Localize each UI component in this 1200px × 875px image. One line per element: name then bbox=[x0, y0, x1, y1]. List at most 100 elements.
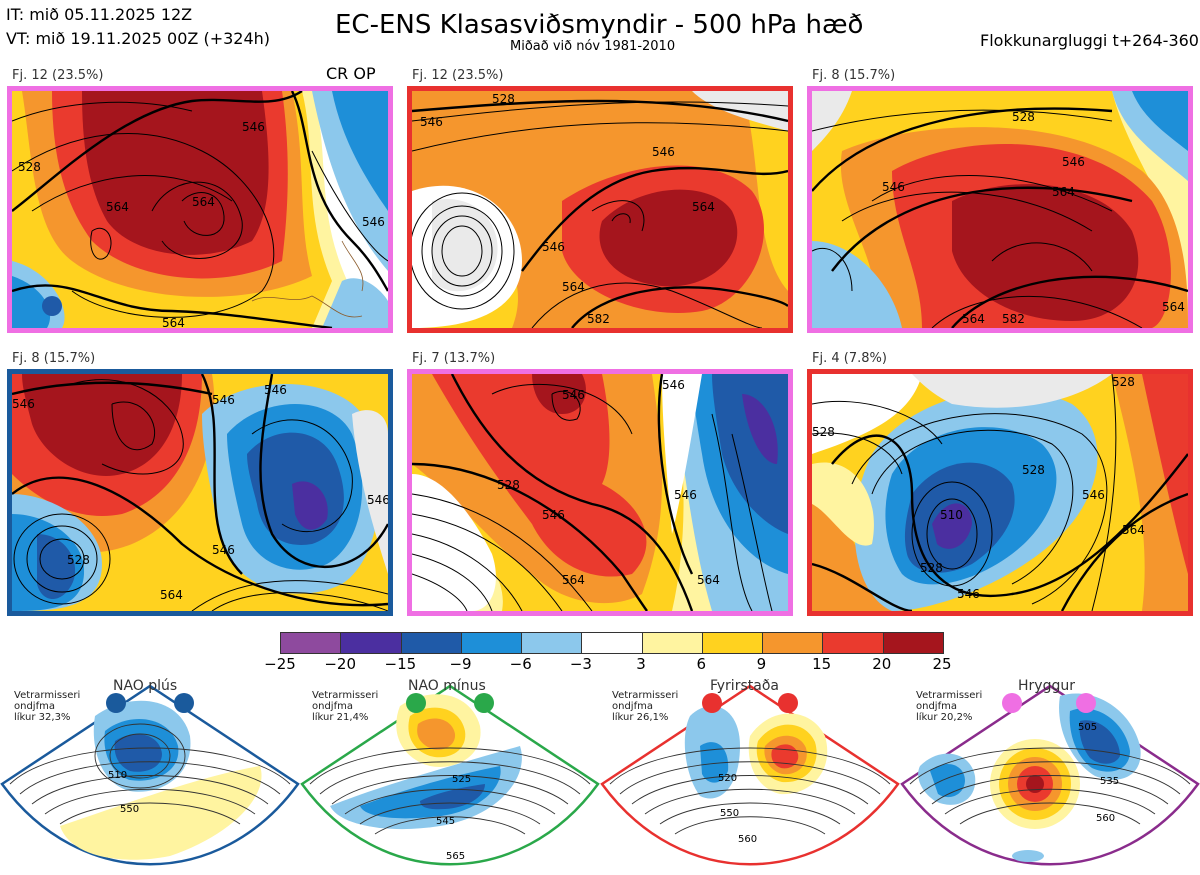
contour-label: 528 bbox=[67, 553, 90, 567]
cluster-map-1: 528 546 564 564 546 564 bbox=[7, 86, 393, 333]
regime-title-ridge: Hryggur bbox=[1018, 678, 1075, 694]
colorbar-tick: −20 bbox=[324, 655, 356, 673]
regime-months: ondjfma bbox=[612, 701, 653, 712]
regime-contour: 505 bbox=[1078, 722, 1097, 733]
contour-label: 528 bbox=[18, 160, 41, 174]
colorbar-tick: 3 bbox=[636, 655, 646, 673]
contour-label: 564 bbox=[160, 588, 183, 602]
contour-label: 528 bbox=[497, 478, 520, 492]
regime-map-blocking: Fyrirstaða Vetrarmisseri ondjfma líkur 2… bbox=[600, 678, 900, 866]
contour-label: 546 bbox=[212, 543, 235, 557]
regime-contour: 565 bbox=[446, 851, 465, 862]
contour-label: 546 bbox=[242, 120, 265, 134]
cluster-map-6: 528 528 510 528 546 546 564 528 bbox=[807, 369, 1193, 616]
contour-label: 564 bbox=[1122, 523, 1145, 537]
contour-label: 564 bbox=[562, 280, 585, 294]
colorbar-bin bbox=[281, 633, 342, 653]
contour-label: 546 bbox=[1082, 488, 1105, 502]
regime-contour: 560 bbox=[1096, 813, 1115, 824]
colorbar-bin bbox=[461, 633, 523, 653]
regime-contour: 510 bbox=[108, 770, 127, 781]
colorbar-tick: −25 bbox=[264, 655, 296, 673]
contour-label: 546 bbox=[12, 397, 35, 411]
contour-label: 546 bbox=[212, 393, 235, 407]
contour-label: 546 bbox=[957, 587, 980, 601]
contour-label: 564 bbox=[962, 312, 985, 326]
contour-label: 546 bbox=[367, 493, 388, 507]
contour-label: 528 bbox=[812, 425, 835, 439]
regime-probability: líkur 21,4% bbox=[312, 711, 368, 723]
contour-label: 546 bbox=[420, 115, 443, 129]
regime-contour: 550 bbox=[720, 808, 739, 819]
colorbar-bin bbox=[341, 633, 402, 653]
contour-label: 528 bbox=[1012, 110, 1035, 124]
contour-label: 582 bbox=[1002, 312, 1025, 326]
contour-label: 528 bbox=[1022, 463, 1045, 477]
colorbar-tick: −9 bbox=[449, 655, 472, 673]
valid-time: VT: mið 19.11.2025 00Z (+324h) bbox=[6, 29, 271, 48]
contour-label: 528 bbox=[1112, 375, 1135, 389]
cluster-map-3: 528 546 564 546 582 564 564 bbox=[807, 86, 1193, 333]
contour-label: 546 bbox=[674, 488, 697, 502]
colorbar-bin bbox=[642, 633, 703, 653]
contour-label: 546 bbox=[362, 215, 385, 229]
regime-months: ondjfma bbox=[312, 701, 353, 712]
regime-contour: 550 bbox=[120, 804, 139, 815]
page-title: EC-ENS Klasasviðsmyndir - 500 hPa hæð bbox=[335, 10, 864, 40]
regime-title-blocking: Fyrirstaða bbox=[710, 678, 779, 694]
regime-title-nao-minus: NAO mínus bbox=[408, 678, 486, 694]
contour-label: 564 bbox=[562, 573, 585, 587]
contour-label: 528 bbox=[920, 561, 943, 575]
colorbar-tick: 25 bbox=[932, 655, 952, 673]
cluster-map-4: 546 546 546 546 546 564 528 bbox=[7, 369, 393, 616]
regime-probability: líkur 26,1% bbox=[612, 711, 668, 723]
regime-probability: líkur 32,3% bbox=[14, 711, 70, 723]
contour-label: 546 bbox=[542, 508, 565, 522]
regime-season: Vetrarmisseri bbox=[916, 690, 982, 701]
colorbar-tick: 6 bbox=[696, 655, 707, 673]
contour-label: 546 bbox=[662, 378, 685, 392]
contour-label: 564 bbox=[692, 200, 715, 214]
colorbar-tick: −3 bbox=[569, 655, 592, 673]
contour-label: 564 bbox=[1162, 300, 1185, 314]
panel-label-4: Fj. 8 (15.7%) bbox=[12, 351, 96, 366]
regime-months: ondjfma bbox=[916, 701, 957, 712]
regime-contour: 525 bbox=[452, 774, 471, 785]
regime-contour: 560 bbox=[738, 834, 757, 845]
contour-label: 564 bbox=[106, 200, 129, 214]
colorbar-bin bbox=[522, 633, 583, 653]
contour-label: 546 bbox=[264, 383, 287, 397]
colorbar-bin bbox=[582, 633, 643, 653]
page-subtitle: Miðað við nóv 1981-2010 bbox=[510, 39, 676, 54]
panel-label-3: Fj. 8 (15.7%) bbox=[812, 68, 896, 83]
crop-label: CR OP bbox=[326, 64, 376, 83]
colorbar-tick: 20 bbox=[872, 655, 892, 673]
regime-title-nao-plus: NAO plús bbox=[113, 678, 177, 694]
regime-season: Vetrarmisseri bbox=[312, 690, 378, 701]
regime-map-ridge: Hryggur Vetrarmisseri ondjfma líkur 20,2… bbox=[900, 678, 1200, 866]
panel-label-2: Fj. 12 (23.5%) bbox=[412, 68, 504, 83]
colorbar-tick: −15 bbox=[384, 655, 417, 673]
regime-contour: 545 bbox=[436, 816, 455, 827]
regime-contour: 520 bbox=[718, 773, 737, 784]
contour-label: 546 bbox=[562, 388, 585, 402]
contour-label: 564 bbox=[162, 316, 185, 328]
contour-label: 546 bbox=[1062, 155, 1085, 169]
regime-months: ondjfma bbox=[14, 701, 55, 712]
colorbar-bin bbox=[763, 633, 824, 653]
contour-label: 564 bbox=[192, 195, 215, 209]
contour-label: 528 bbox=[492, 92, 515, 106]
panel-label-5: Fj. 7 (13.7%) bbox=[412, 351, 496, 366]
contour-label: 564 bbox=[697, 573, 720, 587]
panel-label-6: Fj. 4 (7.8%) bbox=[812, 351, 887, 366]
regime-map-nao-plus: NAO plús Vetrarmisseri ondjfma líkur 32,… bbox=[0, 678, 300, 866]
cluster-map-5: 546 546 528 546 564 564 546 bbox=[407, 369, 793, 616]
cluster-map-2: 528 546 546 564 564 582 546 bbox=[407, 86, 793, 333]
colorbar bbox=[280, 632, 944, 654]
contour-label: 582 bbox=[587, 312, 610, 326]
classification-window: Flokkunargluggi t+264-360 bbox=[980, 31, 1199, 50]
contour-label: 546 bbox=[882, 180, 905, 194]
regime-map-nao-minus: NAO mínus Vetrarmisseri ondjfma líkur 21… bbox=[300, 678, 600, 866]
regime-contour: 535 bbox=[1100, 776, 1119, 787]
colorbar-bin bbox=[823, 633, 884, 653]
